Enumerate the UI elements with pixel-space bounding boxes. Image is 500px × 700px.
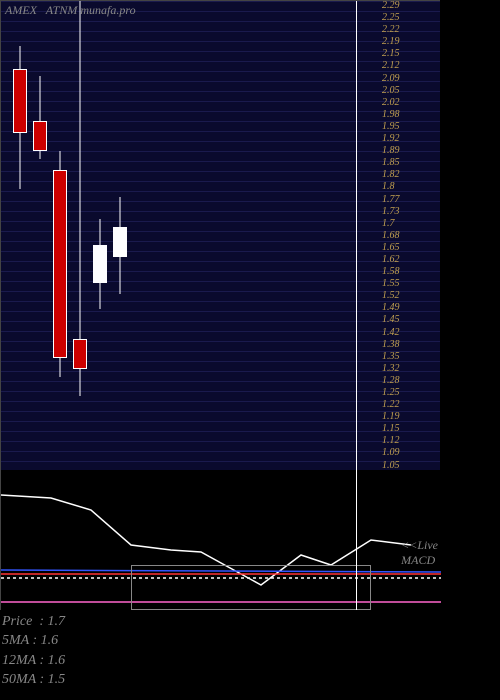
- ma12-label: 12MA: [2, 653, 36, 668]
- ma12-row: 12MA : 1.6: [2, 651, 65, 671]
- macd-region: [131, 565, 371, 610]
- time-marker: [356, 1, 357, 471]
- y-tick-label: 1.7: [382, 219, 438, 229]
- y-tick-label: 1.85: [382, 158, 438, 168]
- macd-text: MACD: [401, 553, 435, 567]
- ma5-row: 5MA : 1.6: [2, 631, 65, 651]
- y-tick-label: 2.02: [382, 98, 438, 108]
- y-tick-label: 1.92: [382, 134, 438, 144]
- y-tick-label: 1.89: [382, 146, 438, 156]
- exchange-label: AMEX: [5, 3, 37, 17]
- price-label: Price: [2, 614, 32, 629]
- y-tick-label: 1.98: [382, 110, 438, 120]
- source-label: munafa.pro: [80, 3, 135, 17]
- ma50-value: 1.5: [48, 672, 66, 687]
- ma5-label: 5MA: [2, 633, 29, 648]
- ma12-value: 1.6: [48, 653, 66, 668]
- y-tick-label: 2.22: [382, 25, 438, 35]
- y-tick-label: 2.12: [382, 61, 438, 71]
- y-tick-label: 1.22: [382, 400, 438, 410]
- y-tick-label: 1.68: [382, 231, 438, 241]
- chart-title: AMEX ATNM munafa.pro: [5, 3, 136, 18]
- y-tick-label: 1.09: [382, 448, 438, 458]
- y-tick-label: 1.38: [382, 340, 438, 350]
- y-tick-label: 2.15: [382, 49, 438, 59]
- y-tick-label: 1.82: [382, 170, 438, 180]
- candlestick-series: [1, 1, 440, 470]
- y-tick-label: 1.95: [382, 122, 438, 132]
- symbol-label: ATNM: [46, 3, 78, 17]
- y-tick-label: 1.58: [382, 267, 438, 277]
- live-text: <<Live: [401, 538, 438, 552]
- y-tick-label: 1.8: [382, 182, 438, 192]
- y-tick-label: 1.77: [382, 195, 438, 205]
- y-tick-label: 1.35: [382, 352, 438, 362]
- y-tick-label: 2.29: [382, 1, 438, 11]
- ma50-label: 50MA: [2, 672, 36, 687]
- indicator-panel: <<Live MACD: [0, 470, 440, 610]
- y-tick-label: 1.28: [382, 376, 438, 386]
- y-tick-label: 1.12: [382, 436, 438, 446]
- y-tick-label: 1.25: [382, 388, 438, 398]
- macd-label: <<Live MACD: [401, 538, 438, 568]
- y-tick-label: 1.73: [382, 207, 438, 217]
- y-tick-label: 1.52: [382, 291, 438, 301]
- ma50-row: 50MA : 1.5: [2, 670, 65, 690]
- price-row: Price : 1.7: [2, 612, 65, 632]
- y-tick-label: 1.49: [382, 303, 438, 313]
- y-tick-label: 1.55: [382, 279, 438, 289]
- y-tick-label: 1.15: [382, 424, 438, 434]
- y-tick-label: 2.09: [382, 74, 438, 84]
- y-tick-label: 2.19: [382, 37, 438, 47]
- y-tick-label: 1.05: [382, 461, 438, 471]
- y-tick-label: 1.42: [382, 328, 438, 338]
- y-tick-label: 1.65: [382, 243, 438, 253]
- info-overlay: Price : 1.7 5MA : 1.6 12MA : 1.6 50MA : …: [2, 612, 65, 690]
- y-axis: 2.29 2.25 2.22 2.19 2.15 2.12 2.09 2.05 2.02 1.98…: [382, 1, 438, 471]
- y-tick-label: 1.62: [382, 255, 438, 265]
- y-tick-label: 1.19: [382, 412, 438, 422]
- price-chart: AMEX ATNM munafa.pro 2.29 2.25 2.22 2.19 2.1…: [0, 0, 440, 470]
- y-tick-label: 2.25: [382, 13, 438, 23]
- y-tick-label: 1.45: [382, 315, 438, 325]
- price-value: 1.7: [48, 614, 66, 629]
- y-tick-label: 2.05: [382, 86, 438, 96]
- y-tick-label: 1.32: [382, 364, 438, 374]
- ma5-value: 1.6: [41, 633, 59, 648]
- time-marker-indicator: [356, 470, 357, 610]
